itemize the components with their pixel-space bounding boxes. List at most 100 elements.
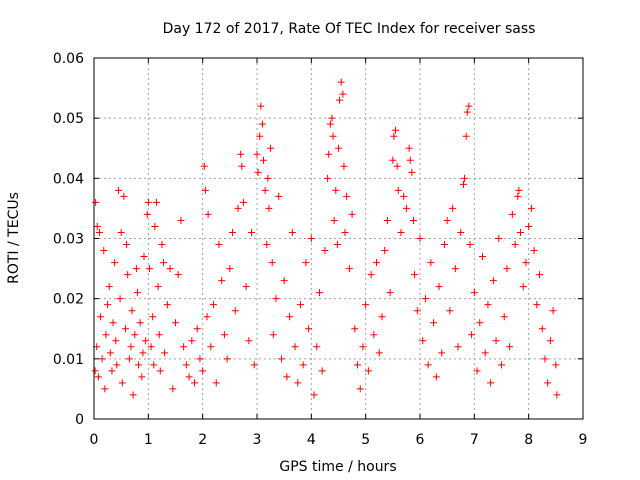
data-point [250,361,258,369]
data-point [446,307,454,315]
data-point [92,198,100,206]
data-point [177,216,185,224]
grid-lines [94,58,583,419]
data-point [122,325,130,333]
data-point [362,301,370,309]
data-point [163,301,171,309]
data-point [125,355,133,363]
data-point [427,259,435,267]
data-point [143,210,151,218]
data-point [118,379,126,387]
data-point [432,373,440,381]
data-point [419,337,427,345]
data-point [191,379,199,387]
data-point [409,216,417,224]
data-point [305,325,313,333]
data-point [248,228,256,236]
data-point [280,277,288,285]
data-point [131,331,139,339]
data-point [468,331,476,339]
data-point [185,373,193,381]
data-point [231,307,239,315]
data-point [328,114,336,122]
x-tick-label: 7 [470,432,479,448]
data-point [515,186,523,194]
data-point [424,361,432,369]
data-point [373,259,381,267]
data-point [149,313,157,321]
data-point [378,313,386,321]
x-tick-label: 3 [253,432,262,448]
data-point [503,265,511,273]
data-point [215,241,223,249]
data-point [201,186,209,194]
y-tick-label: 0.01 [53,352,84,368]
x-tick-label: 8 [524,432,533,448]
data-point [199,367,207,375]
data-point [160,259,168,267]
x-tick-label: 9 [579,432,588,448]
data-point [500,313,508,321]
data-point [343,192,351,200]
x-tick-label: 2 [198,432,207,448]
data-point [158,241,166,249]
data-point [330,216,338,224]
data-point [239,198,247,206]
data-points [91,78,561,399]
data-point [370,331,378,339]
x-tick-label: 0 [90,432,99,448]
data-point [135,361,143,369]
data-point [127,343,135,351]
data-point [390,132,398,140]
data-point [117,228,125,236]
data-point [133,289,141,297]
data-point [402,204,410,212]
data-point [104,301,112,309]
data-point [223,355,231,363]
data-point [339,90,347,98]
y-axis-label: ROTI / TECUs [6,192,22,284]
data-point [123,241,131,249]
data-point [136,319,144,327]
data-point [172,319,179,327]
y-tick-label: 0.06 [53,51,84,67]
data-point [430,319,438,327]
data-point [525,222,533,230]
data-point [478,253,486,261]
data-point [336,96,344,104]
data-point [473,367,481,375]
data-point [408,168,416,176]
data-point [291,343,299,351]
data-point [397,228,405,236]
data-point [138,373,146,381]
data-point [256,132,264,140]
data-point [229,228,237,236]
data-point [489,277,497,285]
data-point [459,180,467,188]
data-point [307,235,315,242]
data-point [226,265,234,273]
data-point [124,271,132,279]
data-point [321,247,329,255]
data-point [381,247,389,255]
data-point [451,265,459,273]
x-tick-label: 5 [361,432,370,448]
data-point [413,307,421,315]
data-point [238,162,246,170]
data-point [245,337,253,345]
data-point [487,379,495,387]
data-point [108,367,116,375]
data-point [544,379,552,387]
data-point [196,355,204,363]
data-point [335,144,342,152]
data-point [351,325,359,333]
data-point [329,132,337,140]
data-point [129,391,137,399]
data-point [546,337,554,345]
data-point [254,168,262,176]
data-point [495,235,503,242]
data-point [265,204,273,212]
data-point [553,391,561,399]
data-point [375,349,383,357]
data-point [151,222,159,230]
